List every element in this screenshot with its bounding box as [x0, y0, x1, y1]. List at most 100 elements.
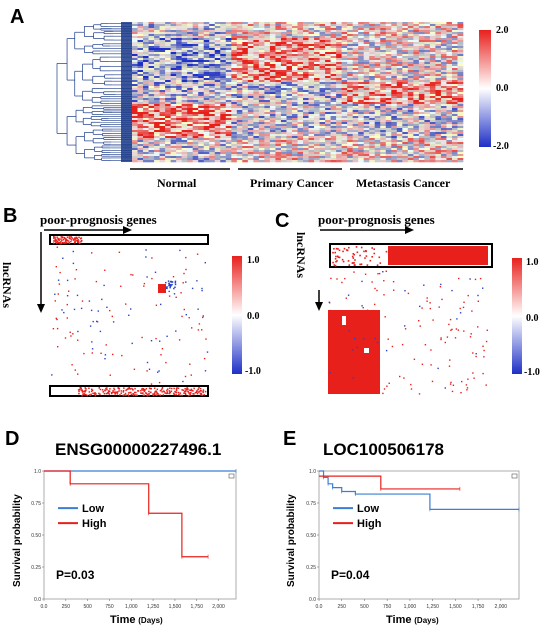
heatmap-a-cell	[319, 34, 326, 37]
heatmap-a-cell	[418, 104, 425, 107]
heatmap-a-cell	[369, 48, 376, 51]
heatmap-a-cell	[457, 156, 464, 159]
heatmap-a-cell	[253, 136, 260, 139]
heatmap-a-cell	[192, 46, 199, 49]
heatmap-a-cell	[253, 158, 260, 161]
heatmap-a-cell	[192, 34, 199, 37]
heatmap-a-cell	[181, 134, 188, 137]
heatmap-a-cell	[231, 114, 238, 117]
panel-b-cell	[177, 387, 180, 389]
heatmap-a-cell	[391, 76, 398, 79]
heatmap-a-cell	[192, 80, 199, 83]
heatmap-a-cell	[192, 160, 199, 163]
heatmap-a-cell	[242, 80, 249, 83]
heatmap-a-cell	[451, 52, 458, 55]
heatmap-a-cell	[424, 112, 431, 115]
heatmap-a-cell	[374, 66, 381, 69]
heatmap-a-cell	[380, 48, 387, 51]
heatmap-a-cell	[358, 46, 364, 49]
heatmap-a-cell	[396, 160, 403, 163]
heatmap-a-cell	[424, 138, 431, 141]
heatmap-a-cell	[435, 134, 442, 137]
heatmap-a-cell	[369, 110, 376, 113]
heatmap-a-cell	[187, 70, 193, 73]
heatmap-a-cell	[220, 80, 227, 83]
heatmap-a-cell	[181, 126, 188, 129]
heatmap-a-cell	[374, 58, 381, 61]
panel-b-cell	[155, 337, 157, 340]
heatmap-a-cell	[429, 78, 436, 81]
panel-b-cell	[121, 354, 123, 357]
heatmap-a-cell	[303, 48, 309, 51]
heatmap-a-cell	[253, 128, 260, 131]
heatmap-a-cell	[275, 142, 282, 145]
heatmap-a-cell	[242, 66, 249, 69]
heatmap-a-cell	[336, 116, 342, 119]
panel-c-cell	[333, 264, 336, 266]
heatmap-a-cell	[154, 150, 160, 153]
heatmap-a-cell	[170, 140, 177, 143]
heatmap-a-cell	[170, 64, 177, 67]
panel-b-cell	[130, 391, 132, 394]
panel-b-cell	[120, 392, 122, 394]
heatmap-a-cell	[380, 140, 387, 143]
heatmap-a-cell	[247, 122, 254, 125]
heatmap-a-cell	[187, 86, 193, 89]
heatmap-a-cell	[424, 122, 431, 125]
heatmap-a-cell	[154, 34, 160, 37]
heatmap-a-cell	[148, 80, 155, 83]
heatmap-a-cell	[352, 26, 359, 29]
heatmap-a-cell	[402, 116, 409, 119]
heatmap-a-cell	[380, 126, 387, 129]
heatmap-a-cell	[385, 78, 392, 81]
heatmap-a-cell	[347, 38, 353, 41]
heatmap-a-cell	[148, 122, 155, 125]
heatmap-a-cell	[435, 76, 442, 79]
heatmap-a-cell	[280, 104, 287, 107]
heatmap-a-cell	[192, 64, 199, 67]
heatmap-a-cell	[402, 26, 409, 29]
heatmap-a-cell	[176, 34, 182, 37]
heatmap-a-cell	[407, 104, 414, 107]
heatmap-a-cell	[203, 64, 210, 67]
heatmap-a-cell	[347, 142, 353, 145]
heatmap-a-cell	[308, 124, 315, 127]
heatmap-a-cell	[347, 94, 353, 97]
panel-b-cell	[111, 315, 113, 318]
heatmap-a-cell	[424, 118, 431, 121]
heatmap-a-cell	[154, 68, 160, 71]
heatmap-a-cell	[214, 40, 221, 43]
heatmap-a-cell	[280, 76, 287, 79]
panel-b-cell	[159, 389, 162, 392]
heatmap-a-cell	[220, 94, 227, 97]
heatmap-a-cell	[264, 154, 271, 157]
heatmap-a-cell	[198, 90, 205, 93]
heatmap-a-cell	[275, 94, 282, 97]
heatmap-a-cell	[148, 44, 155, 47]
heatmap-a-cell	[291, 114, 298, 117]
heatmap-a-cell	[352, 34, 359, 37]
heatmap-a-cell	[457, 160, 464, 163]
heatmap-a-cell	[319, 48, 326, 51]
heatmap-a-cell	[291, 128, 298, 131]
heatmap-a-cell	[165, 92, 171, 95]
heatmap-a-cell	[446, 22, 453, 25]
panel-a-heatmap	[132, 22, 464, 163]
panel-b-cell	[55, 239, 58, 242]
heatmap-a-cell	[286, 142, 293, 145]
heatmap-a-cell	[440, 28, 447, 31]
heatmap-a-cell	[264, 132, 271, 135]
heatmap-a-cell	[440, 102, 447, 105]
heatmap-a-cell	[286, 70, 293, 73]
heatmap-a-cell	[258, 90, 265, 93]
heatmap-a-cell	[402, 50, 409, 53]
heatmap-a-cell	[341, 118, 348, 121]
heatmap-a-cell	[137, 132, 144, 135]
heatmap-a-cell	[286, 156, 293, 159]
heatmap-a-cell	[374, 130, 381, 133]
heatmap-a-cell	[369, 148, 376, 151]
heatmap-a-cell	[286, 34, 293, 37]
heatmap-a-cell	[385, 88, 392, 91]
heatmap-a-cell	[407, 112, 414, 115]
heatmap-a-cell	[264, 36, 271, 39]
